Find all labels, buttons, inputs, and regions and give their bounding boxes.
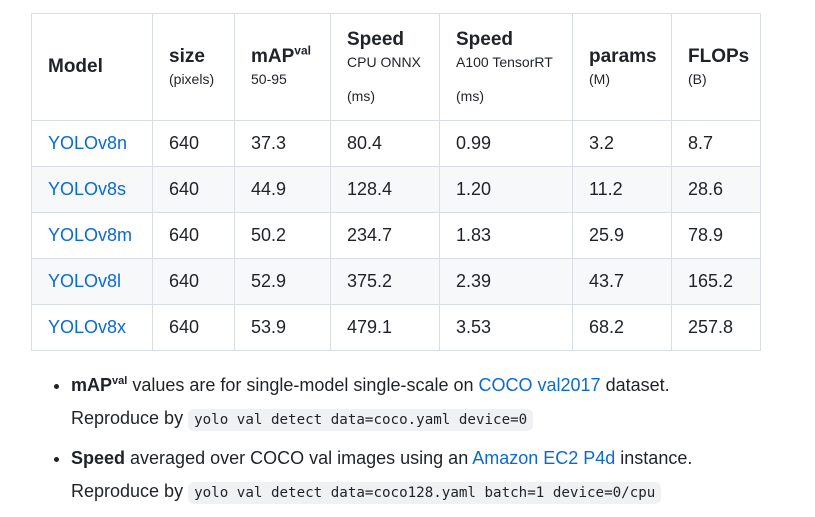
table-row: YOLOv8n 640 37.3 80.4 0.99 3.2 8.7: [31, 120, 761, 167]
params-cell: 68.2: [572, 304, 672, 351]
model-link[interactable]: YOLOv8n: [48, 133, 128, 153]
size-cell: 640: [152, 258, 235, 305]
col-header-params: params (M): [572, 13, 672, 121]
col-header-size: size (pixels): [152, 13, 235, 121]
table-row: YOLOv8s 640 44.9 128.4 1.20 11.2 28.6: [31, 166, 761, 213]
amazon-ec2-p4d-link[interactable]: Amazon EC2 P4d: [472, 448, 616, 468]
flops-cell: 78.9: [671, 212, 761, 259]
coco-val2017-link[interactable]: COCO val2017: [478, 375, 601, 395]
model-link[interactable]: YOLOv8s: [48, 179, 127, 199]
note-text: values are for single-model single-scale…: [127, 375, 479, 395]
cpu-speed-cell: 128.4: [330, 166, 440, 213]
note-text: instance.: [615, 448, 693, 468]
note-map: mAPval values are for single-model singl…: [71, 369, 811, 437]
table-row: YOLOv8m 640 50.2 234.7 1.83 25.9 78.9: [31, 212, 761, 259]
col-header-speed-cpu: Speed CPU ONNX (ms): [330, 13, 440, 121]
cpu-speed-cell: 80.4: [330, 120, 440, 167]
model-cell[interactable]: YOLOv8m: [31, 212, 153, 259]
note-speed: Speed averaged over COCO val images usin…: [71, 442, 811, 510]
flops-cell: 28.6: [671, 166, 761, 213]
note-bold-term: mAPval: [71, 375, 128, 395]
table-row: YOLOv8x 640 53.9 479.1 3.53 68.2 257.8: [31, 304, 761, 351]
params-cell: 25.9: [572, 212, 672, 259]
note-text: averaged over COCO val images using an: [125, 448, 473, 468]
params-cell: 3.2: [572, 120, 672, 167]
flops-cell: 257.8: [671, 304, 761, 351]
reproduce-label: Reproduce by: [71, 408, 189, 428]
table-row: YOLOv8l 640 52.9 375.2 2.39 43.7 165.2: [31, 258, 761, 305]
gpu-speed-cell: 3.53: [439, 304, 573, 351]
col-header-flops: FLOPs (B): [671, 13, 761, 121]
model-cell[interactable]: YOLOv8x: [31, 304, 153, 351]
reproduce-command: yolo val detect data=coco.yaml device=0: [188, 409, 534, 431]
note-text: dataset.: [600, 375, 670, 395]
cpu-speed-cell: 234.7: [330, 212, 440, 259]
reproduce-command: yolo val detect data=coco128.yaml batch=…: [188, 482, 662, 504]
note-bold-term: Speed: [71, 448, 126, 468]
params-cell: 43.7: [572, 258, 672, 305]
gpu-speed-cell: 2.39: [439, 258, 573, 305]
table-header-row: Model size (pixels) mAPval 50-95 Speed C…: [31, 13, 761, 121]
notes-list: mAPval values are for single-model singl…: [47, 369, 811, 515]
gpu-speed-cell: 1.83: [439, 212, 573, 259]
map-cell: 37.3: [234, 120, 331, 167]
flops-cell: 165.2: [671, 258, 761, 305]
model-cell[interactable]: YOLOv8l: [31, 258, 153, 305]
model-cell[interactable]: YOLOv8s: [31, 166, 153, 213]
size-cell: 640: [152, 166, 235, 213]
map-cell: 53.9: [234, 304, 331, 351]
size-cell: 640: [152, 212, 235, 259]
params-cell: 11.2: [572, 166, 672, 213]
map-cell: 44.9: [234, 166, 331, 213]
model-link[interactable]: YOLOv8x: [48, 317, 127, 337]
model-cell[interactable]: YOLOv8n: [31, 120, 153, 167]
map-cell: 50.2: [234, 212, 331, 259]
flops-cell: 8.7: [671, 120, 761, 167]
models-table: Model size (pixels) mAPval 50-95 Speed C…: [31, 13, 761, 351]
map-cell: 52.9: [234, 258, 331, 305]
cpu-speed-cell: 479.1: [330, 304, 440, 351]
col-header-speed-gpu: Speed A100 TensorRT (ms): [439, 13, 573, 121]
model-link[interactable]: YOLOv8m: [48, 225, 133, 245]
gpu-speed-cell: 1.20: [439, 166, 573, 213]
col-header-map: mAPval 50-95: [234, 13, 331, 121]
size-cell: 640: [152, 304, 235, 351]
col-header-model: Model: [31, 13, 153, 121]
gpu-speed-cell: 0.99: [439, 120, 573, 167]
cpu-speed-cell: 375.2: [330, 258, 440, 305]
size-cell: 640: [152, 120, 235, 167]
model-link[interactable]: YOLOv8l: [48, 271, 122, 291]
reproduce-label: Reproduce by: [71, 481, 189, 501]
